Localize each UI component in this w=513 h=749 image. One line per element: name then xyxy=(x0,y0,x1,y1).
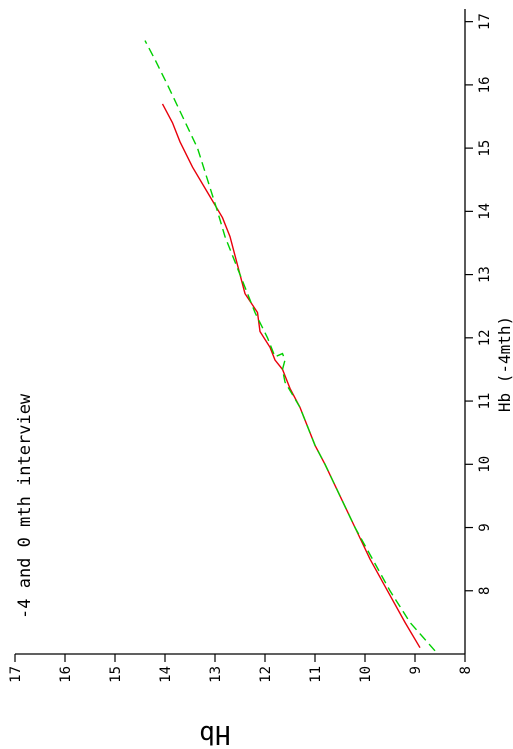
x-tick-label: 9 xyxy=(477,523,493,531)
y-tick-label: 16 xyxy=(58,666,74,683)
series-group xyxy=(144,40,436,652)
y-tick-label: 15 xyxy=(108,666,124,683)
y-tick-label: 9 xyxy=(408,666,424,674)
y-tick-label: 8 xyxy=(458,666,474,674)
y-tick-label: 12 xyxy=(258,666,274,683)
x-tick-label: 17 xyxy=(477,13,493,30)
y-tick-label: 13 xyxy=(208,666,224,683)
rotated-plot-group: 8 9 10 11 12 13 14 15 16 17 17 16 15 14 13 12 11 10 9 8 -4… xyxy=(8,9,513,683)
x-tick-label: 12 xyxy=(477,329,493,346)
x-axis-label: Hb (-4mth) xyxy=(495,316,513,412)
x-tick-label: 14 xyxy=(477,203,493,220)
y-tick-label: 17 xyxy=(8,666,24,683)
y-ticks: 17 16 15 14 13 12 11 10 9 8 xyxy=(8,654,474,683)
y-tick-label: 11 xyxy=(308,666,324,683)
y-axis-label: Hb xyxy=(199,719,230,749)
x-tick-label: 13 xyxy=(477,266,493,283)
series-line-2 xyxy=(144,40,436,652)
x-tick-label: 8 xyxy=(477,587,493,595)
y-tick-label: 10 xyxy=(358,666,374,683)
y-tick-label: 14 xyxy=(158,666,174,683)
x-tick-label: 11 xyxy=(477,393,493,410)
x-tick-label: 15 xyxy=(477,140,493,157)
x-ticks: 8 9 10 11 12 13 14 15 16 17 xyxy=(465,13,493,595)
series-line-1 xyxy=(161,103,421,649)
x-tick-label: 10 xyxy=(477,456,493,473)
x-tick-label: 16 xyxy=(477,76,493,93)
chart-title: -4 and 0 mth interview xyxy=(15,393,35,619)
